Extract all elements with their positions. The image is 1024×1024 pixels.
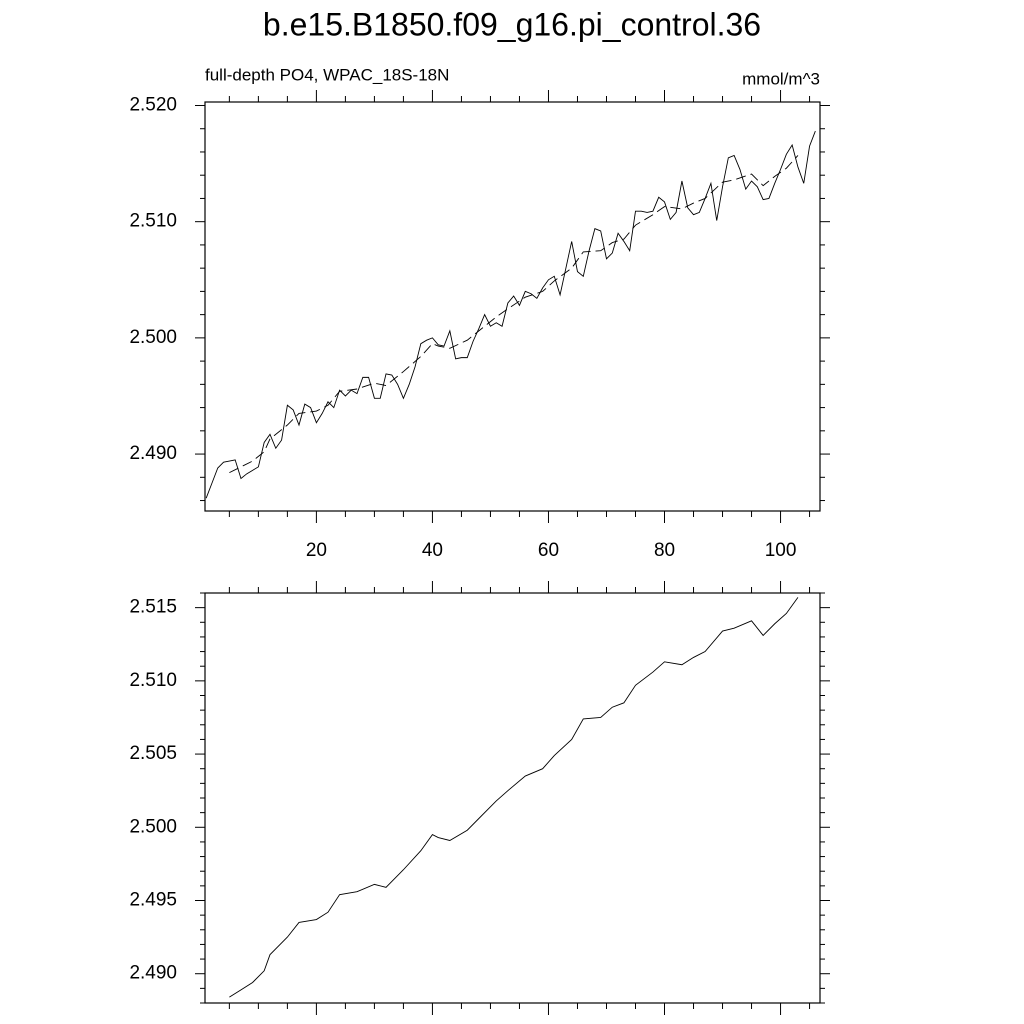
y-tick-label: 2.500 xyxy=(129,816,177,837)
x-tick-label: 20 xyxy=(306,540,327,561)
x-tick-label: 40 xyxy=(422,540,443,561)
x-tick-label: 80 xyxy=(654,540,675,561)
figure-title: b.e15.B1850.f09_g16.pi_control.36 xyxy=(263,6,761,42)
data-line xyxy=(229,597,799,998)
y-tick-label: 2.510 xyxy=(129,211,177,232)
y-tick-label: 2.500 xyxy=(129,327,177,348)
y-tick-label: 2.495 xyxy=(129,890,177,911)
y-tick-label: 2.515 xyxy=(129,597,177,618)
y-tick-label: 2.510 xyxy=(129,670,177,691)
y-tick-label: 2.505 xyxy=(129,743,177,764)
x-tick-label: 60 xyxy=(538,540,559,561)
y-tick-label: 2.490 xyxy=(129,963,177,984)
x-tick-label: 100 xyxy=(765,540,797,561)
plot-label: full-depth PO4, WPAC_18S-18N xyxy=(205,65,449,84)
plot-frame xyxy=(204,592,821,1004)
units-label: mmol/m^3 xyxy=(742,69,820,88)
y-tick-label: 2.520 xyxy=(129,95,177,116)
plot-frame xyxy=(204,101,821,512)
y-tick-label: 2.490 xyxy=(129,443,177,464)
smoothed-line xyxy=(229,155,799,474)
data-line xyxy=(205,130,816,499)
